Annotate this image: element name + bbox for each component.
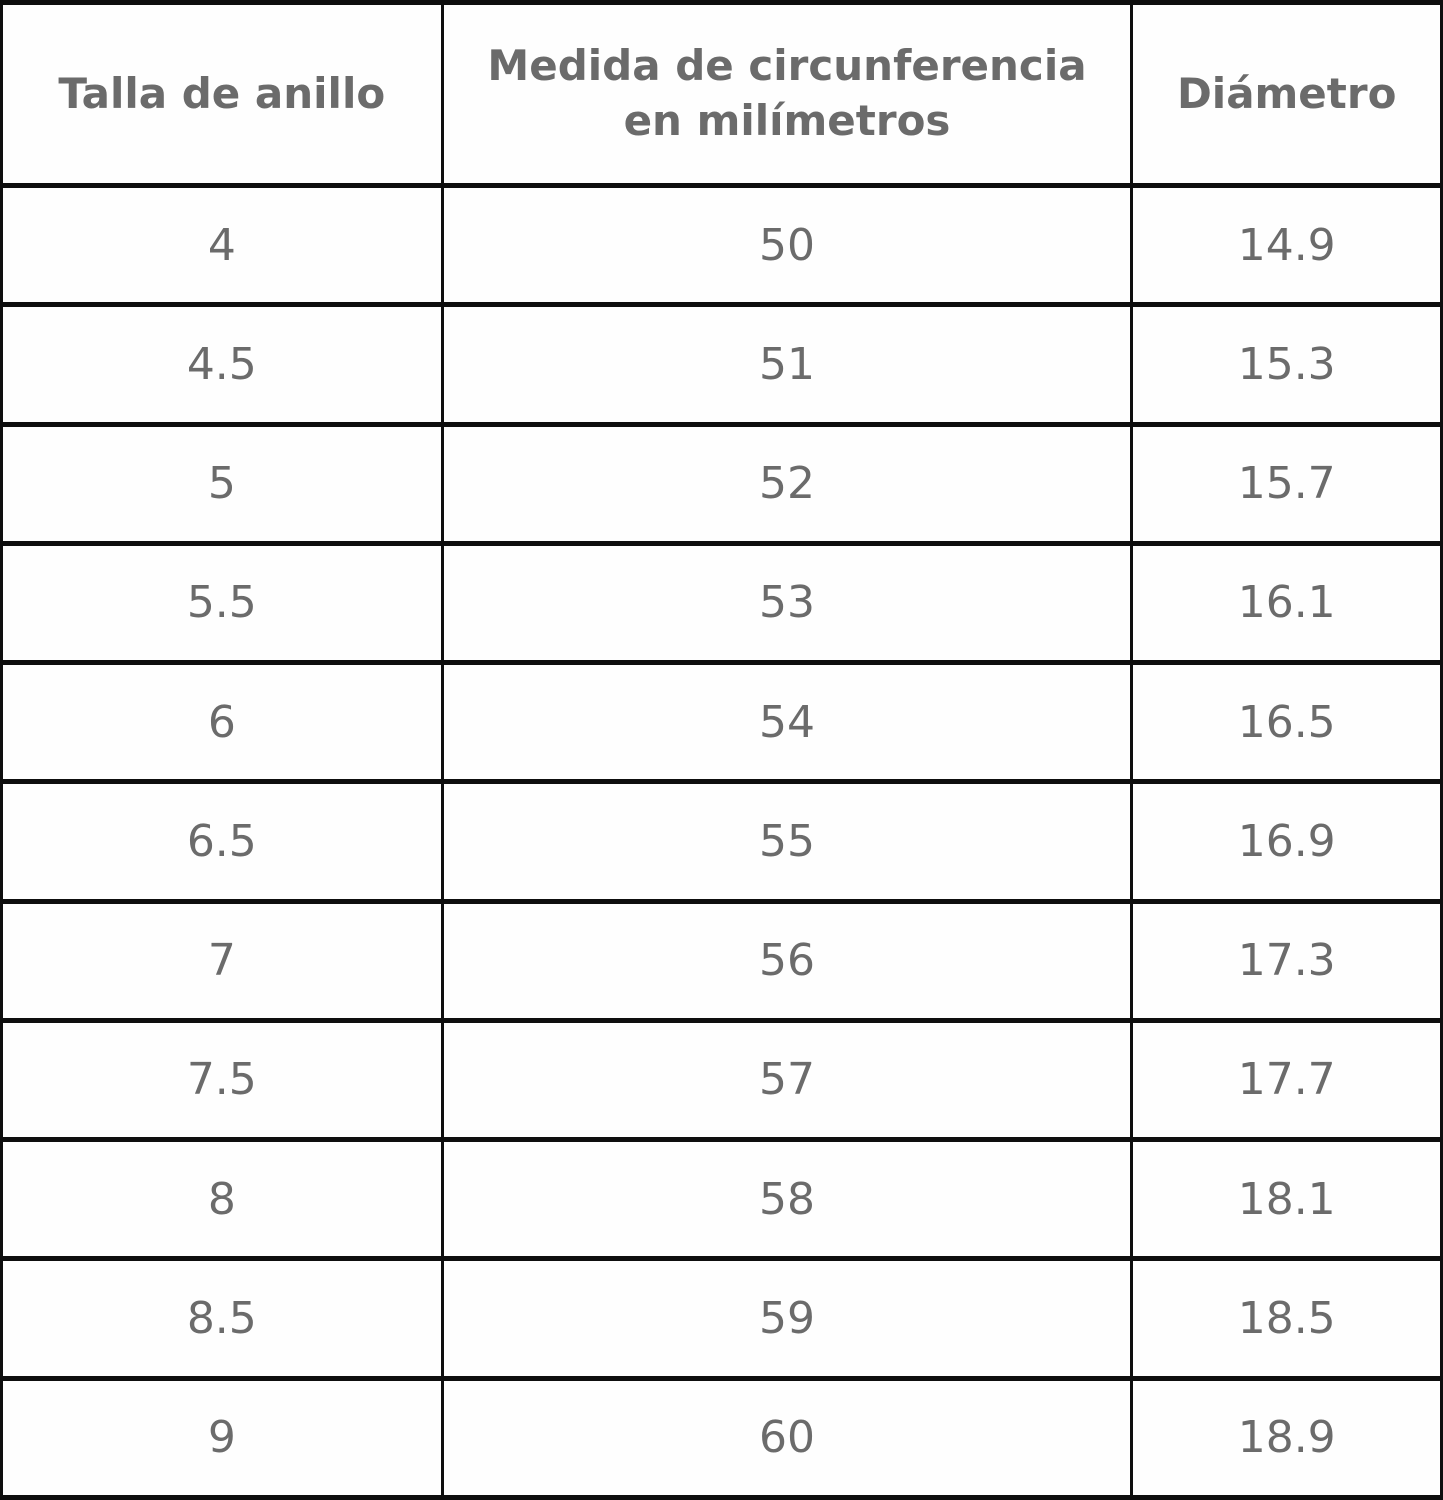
ring-size-cell: 5.5: [0, 540, 444, 666]
column-header-label: Diámetro: [1176, 68, 1397, 118]
circumference-cell: 60: [440, 1375, 1134, 1500]
diameter-cell: 18.5: [1130, 1256, 1443, 1381]
ring-size-cell: 4.5: [0, 302, 444, 427]
table-header: Talla de anillo Medida de circunferencia…: [0, 0, 1443, 188]
diameter-cell: 17.3: [1130, 898, 1443, 1023]
column-header-circumference: Medida de circunferencia en milímetros: [440, 0, 1134, 188]
diameter-cell: 15.3: [1130, 302, 1443, 427]
diameter-cell: 17.7: [1130, 1017, 1443, 1143]
ring-size-cell: 4: [0, 182, 444, 308]
circumference-cell: 56: [440, 898, 1134, 1023]
header-row: Talla de anillo Medida de circunferencia…: [0, 0, 1443, 188]
table-row: 4 50 14.9: [0, 182, 1443, 308]
table-row: 5 52 15.7: [0, 421, 1443, 546]
ring-size-cell: 8.5: [0, 1256, 444, 1381]
circumference-cell: 50: [440, 182, 1134, 308]
diameter-cell: 15.7: [1130, 421, 1443, 546]
circumference-cell: 57: [440, 1017, 1134, 1143]
table-row: 6.5 55 16.9: [0, 779, 1443, 904]
column-header-label: Medida de circunferencia en milímetros: [487, 41, 1087, 145]
ring-size-cell: 7.5: [0, 1017, 444, 1143]
ring-size-cell: 6: [0, 660, 444, 785]
ring-size-cell: 5: [0, 421, 444, 546]
circumference-cell: 54: [440, 660, 1134, 785]
circumference-cell: 53: [440, 540, 1134, 666]
circumference-cell: 58: [440, 1137, 1134, 1262]
diameter-cell: 16.1: [1130, 540, 1443, 666]
circumference-cell: 59: [440, 1256, 1134, 1381]
table-row: 5.5 53 16.1: [0, 540, 1443, 666]
circumference-cell: 51: [440, 302, 1134, 427]
table-row: 7.5 57 17.7: [0, 1017, 1443, 1143]
ring-size-cell: 9: [0, 1375, 444, 1500]
table-row: 4.5 51 15.3: [0, 302, 1443, 427]
table-row: 8 58 18.1: [0, 1137, 1443, 1262]
diameter-cell: 18.9: [1130, 1375, 1443, 1500]
diameter-cell: 18.1: [1130, 1137, 1443, 1262]
table-row: 8.5 59 18.5: [0, 1256, 1443, 1381]
table-row: 6 54 16.5: [0, 660, 1443, 785]
ring-size-cell: 7: [0, 898, 444, 1023]
circumference-cell: 52: [440, 421, 1134, 546]
table-row: 7 56 17.3: [0, 898, 1443, 1023]
table-body: 4 50 14.9 4.5 51 15.3 5 52 15.7 5.5 53 1…: [0, 182, 1443, 1500]
ring-size-cell: 6.5: [0, 779, 444, 904]
column-header-diameter: Diámetro: [1130, 0, 1443, 188]
column-header-label: Talla de anillo: [58, 68, 386, 118]
diameter-cell: 16.5: [1130, 660, 1443, 785]
column-header-ring-size: Talla de anillo: [0, 0, 444, 188]
diameter-cell: 16.9: [1130, 779, 1443, 904]
ring-size-cell: 8: [0, 1137, 444, 1262]
diameter-cell: 14.9: [1130, 182, 1443, 308]
table-row: 9 60 18.9: [0, 1375, 1443, 1500]
circumference-cell: 55: [440, 779, 1134, 904]
